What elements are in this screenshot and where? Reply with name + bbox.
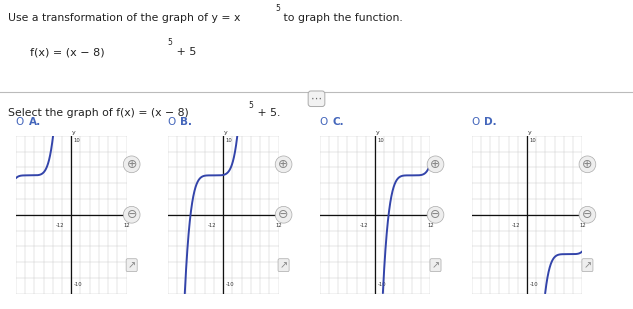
- Text: Select the graph of f(x) = (x − 8): Select the graph of f(x) = (x − 8): [8, 108, 189, 118]
- Text: 12: 12: [427, 222, 434, 228]
- Text: to graph the function.: to graph the function.: [280, 13, 403, 23]
- Text: x: x: [127, 207, 130, 212]
- Text: D.: D.: [484, 117, 497, 127]
- Text: ⋯: ⋯: [311, 94, 322, 104]
- Text: y: y: [375, 130, 379, 135]
- Text: y: y: [72, 130, 75, 135]
- Text: -12: -12: [208, 222, 216, 228]
- Text: -10: -10: [73, 282, 82, 287]
- Text: ⊕: ⊕: [430, 158, 441, 171]
- Text: + 5: + 5: [173, 47, 196, 57]
- Text: -10: -10: [225, 282, 234, 287]
- Text: ↗: ↗: [280, 260, 287, 270]
- Text: 12: 12: [579, 222, 586, 228]
- Text: y: y: [527, 130, 531, 135]
- Text: ⊖: ⊖: [127, 208, 137, 221]
- Text: ⊖: ⊖: [582, 208, 592, 221]
- Text: O: O: [16, 117, 24, 127]
- Text: ⊖: ⊖: [279, 208, 289, 221]
- Text: ⊕: ⊕: [127, 158, 137, 171]
- Text: x: x: [279, 207, 282, 212]
- Text: 5: 5: [275, 4, 280, 13]
- Text: -12: -12: [360, 222, 368, 228]
- Text: 5: 5: [168, 38, 173, 47]
- Text: B.: B.: [180, 117, 192, 127]
- Text: 10: 10: [377, 138, 384, 142]
- Text: ↗: ↗: [432, 260, 439, 270]
- Text: y: y: [223, 130, 227, 135]
- Text: -12: -12: [56, 222, 65, 228]
- Text: -10: -10: [377, 282, 386, 287]
- Text: O: O: [472, 117, 480, 127]
- Text: 10: 10: [225, 138, 232, 142]
- Text: O: O: [168, 117, 176, 127]
- Text: 10: 10: [529, 138, 536, 142]
- Text: 5: 5: [249, 101, 254, 110]
- Text: 12: 12: [123, 222, 130, 228]
- Text: 12: 12: [275, 222, 282, 228]
- Text: ↗: ↗: [128, 260, 135, 270]
- Text: + 5.: + 5.: [254, 108, 280, 118]
- Text: 10: 10: [73, 138, 80, 142]
- Text: ⊖: ⊖: [430, 208, 441, 221]
- Text: x: x: [430, 207, 434, 212]
- Text: C.: C.: [332, 117, 344, 127]
- Text: A.: A.: [28, 117, 41, 127]
- Text: -12: -12: [511, 222, 520, 228]
- Text: -10: -10: [529, 282, 538, 287]
- Text: f(x) = (x − 8): f(x) = (x − 8): [30, 47, 104, 57]
- Text: ⊕: ⊕: [582, 158, 592, 171]
- Text: O: O: [320, 117, 328, 127]
- Text: x: x: [582, 207, 586, 212]
- Text: ⊕: ⊕: [279, 158, 289, 171]
- Text: ↗: ↗: [584, 260, 591, 270]
- Text: Use a transformation of the graph of y = x: Use a transformation of the graph of y =…: [8, 13, 241, 23]
